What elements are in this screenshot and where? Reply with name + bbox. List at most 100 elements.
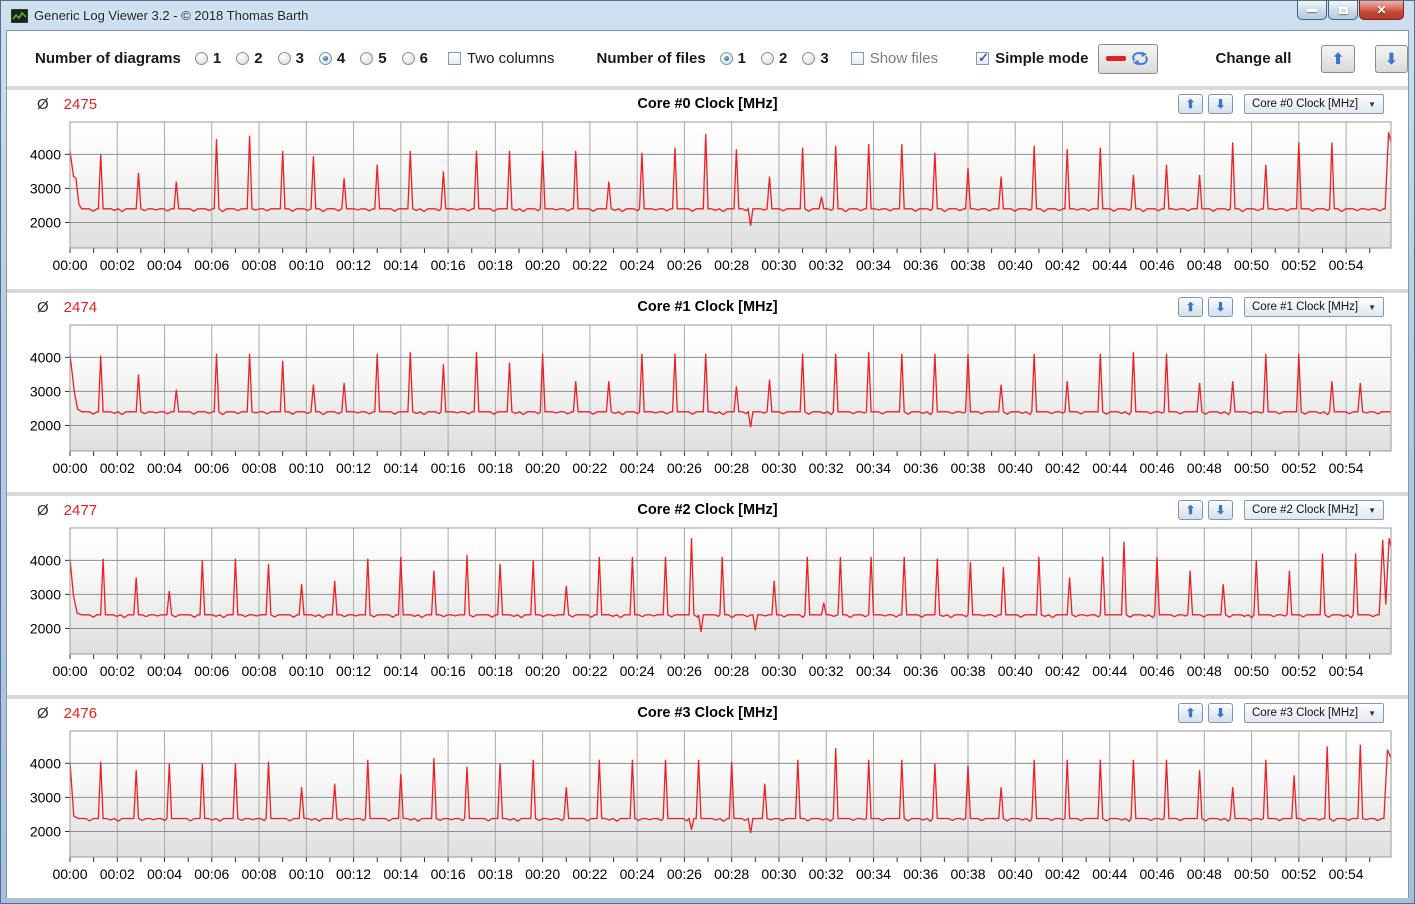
svg-text:00:40: 00:40 xyxy=(998,460,1033,476)
two-columns-checkbox-box[interactable] xyxy=(447,52,461,65)
down-arrow-icon: ⬇ xyxy=(1215,706,1226,720)
file-count-option-1[interactable]: 1 xyxy=(719,50,746,67)
diagram-count-radio-1[interactable] xyxy=(194,52,208,65)
diagram-count-radio-4[interactable] xyxy=(318,52,332,65)
svg-text:00:20: 00:20 xyxy=(525,460,560,476)
panel-move-down-button[interactable]: ⬇ xyxy=(1208,94,1233,114)
svg-text:2000: 2000 xyxy=(30,620,61,636)
svg-text:00:28: 00:28 xyxy=(714,257,749,273)
svg-text:00:06: 00:06 xyxy=(194,460,229,476)
signal-select-dropdown[interactable]: Core #3 Clock [MHz] ▼ xyxy=(1244,703,1384,723)
svg-text:00:32: 00:32 xyxy=(809,663,844,679)
svg-text:00:40: 00:40 xyxy=(998,257,1033,273)
signal-select-value: Core #2 Clock [MHz] xyxy=(1252,504,1359,516)
chart-header-controls: ⬆ ⬇ Core #3 Clock [MHz] ▼ xyxy=(1178,703,1384,723)
main-content: Number of diagrams 1 2 3 4 5 6 Two columns Nu… xyxy=(6,30,1409,898)
chart-panel-core1: Ø 2474 Core #1 Clock [MHz] ⬆ ⬇ Core #1 Clock … xyxy=(7,289,1408,492)
show-files-checkbox[interactable]: Show files xyxy=(850,50,938,67)
svg-text:00:50: 00:50 xyxy=(1234,257,1269,273)
title-bar[interactable]: Generic Log Viewer 3.2 - © 2018 Thomas B… xyxy=(6,1,1409,30)
svg-text:00:18: 00:18 xyxy=(478,460,513,476)
panel-move-down-button[interactable]: ⬇ xyxy=(1208,500,1233,520)
svg-text:00:08: 00:08 xyxy=(242,257,277,273)
svg-text:3000: 3000 xyxy=(30,586,61,602)
svg-text:4000: 4000 xyxy=(30,349,61,365)
chart-title: Core #1 Clock [MHz] xyxy=(637,299,778,315)
diagram-count-radio-6[interactable] xyxy=(401,52,415,65)
chevron-down-icon: ▼ xyxy=(1368,505,1376,515)
signal-select-dropdown[interactable]: Core #2 Clock [MHz] ▼ xyxy=(1244,500,1384,520)
minimize-icon xyxy=(1307,8,1317,12)
panel-move-up-button[interactable]: ⬆ xyxy=(1178,703,1203,723)
diagram-count-radio-group: 1 2 3 4 5 6 xyxy=(194,50,428,67)
panel-move-down-button[interactable]: ⬇ xyxy=(1208,703,1233,723)
line-style-refresh-button[interactable] xyxy=(1098,43,1158,74)
panel-move-up-button[interactable]: ⬆ xyxy=(1178,94,1203,114)
svg-text:00:54: 00:54 xyxy=(1329,663,1364,679)
file-count-radio-1[interactable] xyxy=(719,52,733,65)
svg-text:00:36: 00:36 xyxy=(903,866,938,882)
file-count-option-2[interactable]: 2 xyxy=(761,50,787,67)
diagram-count-radio-label-6: 6 xyxy=(419,50,428,67)
svg-text:00:24: 00:24 xyxy=(620,866,655,882)
svg-text:00:54: 00:54 xyxy=(1329,866,1364,882)
svg-text:00:00: 00:00 xyxy=(52,866,87,882)
svg-text:00:54: 00:54 xyxy=(1329,460,1364,476)
diagram-count-option-4[interactable]: 4 xyxy=(318,50,346,67)
diagram-count-radio-2[interactable] xyxy=(236,52,250,65)
diagram-count-option-6[interactable]: 6 xyxy=(401,50,428,67)
change-all-down-button[interactable]: ⬇ xyxy=(1374,44,1408,73)
chevron-down-icon: ▼ xyxy=(1368,302,1376,312)
average-symbol: Ø xyxy=(37,95,49,113)
diagram-count-option-5[interactable]: 5 xyxy=(360,50,387,67)
down-arrow-icon: ⬇ xyxy=(1215,97,1226,111)
diagram-count-radio-5[interactable] xyxy=(360,52,374,65)
svg-text:00:50: 00:50 xyxy=(1234,460,1269,476)
diagram-count-radio-label-4: 4 xyxy=(336,50,346,67)
panel-move-up-button[interactable]: ⬆ xyxy=(1178,500,1203,520)
file-count-option-3[interactable]: 3 xyxy=(802,50,829,67)
svg-text:00:02: 00:02 xyxy=(100,460,135,476)
panel-move-down-button[interactable]: ⬇ xyxy=(1208,297,1233,317)
signal-select-dropdown[interactable]: Core #0 Clock [MHz] ▼ xyxy=(1244,94,1384,114)
svg-text:00:20: 00:20 xyxy=(525,866,560,882)
chart-plot-core2: 2000 3000 4000 00:00 00:02 00:04 00:06 00:08 00:… xyxy=(30,527,1392,679)
diagram-count-option-2[interactable]: 2 xyxy=(236,50,263,67)
svg-text:00:42: 00:42 xyxy=(1045,460,1080,476)
diagram-count-radio-3[interactable] xyxy=(277,52,291,65)
number-of-diagrams-label: Number of diagrams xyxy=(35,50,181,67)
simple-mode-checkbox[interactable]: Simple mode xyxy=(976,50,1088,67)
chart-panels-container: Ø 2475 Core #0 Clock [MHz] ⬆ ⬇ Core #0 Clock … xyxy=(7,86,1408,898)
svg-text:4000: 4000 xyxy=(30,755,61,771)
svg-text:00:38: 00:38 xyxy=(950,460,985,476)
change-all-up-button[interactable]: ⬆ xyxy=(1321,44,1355,73)
chart-panel-core3: Ø 2476 Core #3 Clock [MHz] ⬆ ⬇ Core #3 Clock … xyxy=(7,695,1408,898)
svg-text:4000: 4000 xyxy=(30,552,61,568)
minimize-button[interactable] xyxy=(1297,1,1327,20)
file-count-radio-3[interactable] xyxy=(802,52,816,65)
panel-move-up-button[interactable]: ⬆ xyxy=(1178,297,1203,317)
svg-text:00:22: 00:22 xyxy=(572,460,607,476)
diagram-count-option-3[interactable]: 3 xyxy=(277,50,304,67)
average-symbol: Ø xyxy=(37,704,49,722)
svg-text:00:12: 00:12 xyxy=(336,663,371,679)
svg-text:00:20: 00:20 xyxy=(525,663,560,679)
simple-mode-checkbox-box[interactable] xyxy=(976,50,990,66)
close-button[interactable]: ✕ xyxy=(1359,1,1404,20)
signal-select-dropdown[interactable]: Core #1 Clock [MHz] ▼ xyxy=(1244,297,1384,317)
down-arrow-icon: ⬇ xyxy=(1215,300,1226,314)
file-count-radio-2[interactable] xyxy=(761,52,775,65)
svg-text:00:48: 00:48 xyxy=(1187,460,1222,476)
svg-text:00:38: 00:38 xyxy=(950,866,985,882)
diagram-count-option-1[interactable]: 1 xyxy=(194,50,221,67)
svg-text:00:26: 00:26 xyxy=(667,866,702,882)
maximize-button[interactable] xyxy=(1328,1,1358,20)
svg-text:00:06: 00:06 xyxy=(194,663,229,679)
svg-text:00:30: 00:30 xyxy=(761,866,796,882)
down-arrow-icon: ⬇ xyxy=(1215,503,1226,517)
chart-panel-header-core1: Ø 2474 Core #1 Clock [MHz] ⬆ ⬇ Core #1 Clock … xyxy=(7,295,1408,319)
svg-text:00:32: 00:32 xyxy=(809,866,844,882)
chart-title: Core #3 Clock [MHz] xyxy=(637,705,778,721)
show-files-checkbox-box[interactable] xyxy=(850,52,864,65)
two-columns-checkbox[interactable]: Two columns xyxy=(447,50,554,67)
